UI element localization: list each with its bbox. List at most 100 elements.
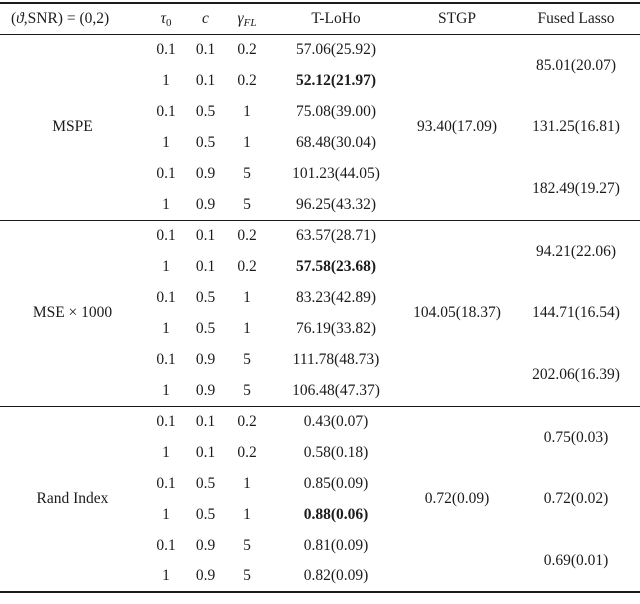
table-header: (ϑ,SNR) = (0,2) τ0 c γFL T-LoHo STGP Fus… [0,3,640,34]
table-row: 1 0.1 0.2 57.58(23.68) [0,251,640,282]
cell-tloho-best: 0.88(0.06) [303,505,369,523]
cell-tau0: 0.1 [156,102,176,120]
cell-c: 0.5 [195,505,216,523]
cell-gamma-fl: 1 [243,319,251,337]
cell-tloho: 57.06(25.92) [295,41,377,58]
cell-fused-lasso: 182.49(19.27) [532,180,620,197]
section-mse: MSE × 1000 0.1 0.1 0.2 63.57(28.71) 104.… [0,220,640,406]
cell-tau0: 0.1 [156,536,176,554]
cell-tau0: 0.1 [156,350,176,368]
header-c: c [187,3,224,34]
cell-tloho: 0.82(0.09) [303,567,369,585]
cell-fused-lasso: 94.21(22.06) [535,242,617,260]
table-row: 0.1 0.5 1 83.23(42.89) 144.71(16.54) [0,282,640,321]
cell-c: 0.9 [195,350,216,368]
cell-tloho: 106.48(47.37) [292,381,380,399]
cell-fused-lasso: 144.71(16.54) [532,304,620,322]
cell-tloho: 0.85(0.09) [303,474,369,492]
condition-open: ( [11,10,17,27]
section-rand-index: Rand Index 0.1 0.1 0.2 0.43(0.07) 0.72(0… [0,406,640,592]
table-row: 1 0.1 0.2 0.58(0.18) [0,437,640,468]
vartheta-symbol: ϑ [16,10,24,27]
cell-tau0: 1 [162,443,170,461]
cell-gamma-fl: 5 [243,195,251,213]
cell-gamma-fl: 0.2 [237,413,257,430]
cell-tau0: 0.1 [156,413,176,430]
table-row: 1 0.5 1 68.48(30.04) [0,127,640,158]
cell-gamma-fl: 5 [243,536,251,554]
table-row: 1 0.9 5 0.82(0.09) [0,561,640,592]
cell-gamma-fl: 0.2 [237,227,257,244]
cell-tloho: 0.81(0.09) [303,536,369,554]
cell-gamma-fl: 5 [243,350,251,368]
cell-tau0: 1 [162,257,170,275]
cell-c: 0.5 [195,133,216,151]
header-tloho: T-LoHo [311,10,361,27]
cell-tau0: 0.1 [156,474,176,492]
table-row: 0.1 0.9 5 111.78(48.73) 202.06(16.39) [0,344,640,383]
header-gamma-fl: γFL [224,3,270,34]
header-row: (ϑ,SNR) = (0,2) τ0 c γFL T-LoHo STGP Fus… [0,3,640,34]
gamma-subscript: FL [243,17,257,29]
cell-tloho: 83.23(42.89) [295,288,377,306]
header-fused-lasso: Fused Lasso [537,10,615,27]
table-row: 0.1 0.5 1 0.85(0.09) 0.72(0.02) [0,468,640,507]
cell-tau0: 1 [162,195,170,213]
cell-tloho: 63.57(28.71) [295,227,377,244]
section-label-rand-index: Rand Index [36,490,109,507]
cell-tau0: 1 [162,381,170,399]
table-row: 0.1 0.9 5 0.81(0.09) 0.69(0.01) [0,530,640,569]
cell-tloho: 76.19(33.82) [295,319,377,337]
cell-c: 0.1 [195,71,216,89]
cell-tloho: 68.48(30.04) [295,133,377,151]
cell-gamma-fl: 1 [243,133,251,151]
cell-tau0: 1 [162,319,170,337]
tau-symbol: τ [160,10,167,27]
section-mspe: MSPE 0.1 0.1 0.2 57.06(25.92) 93.40(17.0… [0,34,640,220]
cell-c: 0.1 [195,413,216,430]
cell-gamma-fl: 5 [243,567,251,585]
cell-gamma-fl: 1 [243,474,251,492]
section-label-mspe: MSPE [52,118,93,136]
cell-gamma-fl: 5 [243,381,251,399]
cell-fused-lasso: 131.25(16.81) [532,118,620,136]
header-condition: (ϑ,SNR) = (0,2) [0,3,145,34]
cell-gamma-fl: 0.2 [237,257,257,275]
cell-c: 0.5 [195,102,216,120]
cell-fused-lasso: 0.69(0.01) [543,551,609,569]
c-symbol: c [202,10,209,27]
cell-c: 0.9 [195,381,216,399]
cell-c: 0.5 [195,474,216,492]
cell-tau0: 0.1 [156,227,176,244]
cell-fused-lasso: 0.75(0.03) [543,428,609,446]
table-row: 0.1 0.9 5 101.23(44.05) 182.49(19.27) [0,158,640,197]
table-row: MSE × 1000 0.1 0.1 0.2 63.57(28.71) 104.… [0,220,640,321]
cell-stgp: 0.72(0.09) [424,490,490,507]
cell-c: 0.5 [195,319,216,337]
cell-gamma-fl: 1 [243,288,251,306]
table-row: 0.1 0.5 1 75.08(39.00) 131.25(16.81) [0,96,640,135]
cell-tau0: 0.1 [156,164,176,182]
cell-tloho: 96.25(43.32) [295,195,377,213]
gamma-symbol: γ [237,10,244,27]
cell-fused-lasso: 0.72(0.02) [543,490,609,508]
cell-tloho: 101.23(44.05) [292,164,380,182]
cell-tloho: 75.08(39.00) [295,102,377,120]
cell-gamma-fl: 0.2 [237,443,257,461]
cell-c: 0.5 [195,288,216,306]
cell-gamma-fl: 0.2 [237,41,257,58]
cell-gamma-fl: 5 [243,164,251,182]
table-row: 1 0.1 0.2 52.12(21.97) [0,65,640,96]
cell-stgp: 93.40(17.09) [416,118,498,136]
header-tau0: τ0 [145,3,187,34]
cell-gamma-fl: 1 [243,102,251,120]
cell-c: 0.1 [195,41,216,58]
cell-gamma-fl: 1 [243,505,251,523]
cell-tloho-best: 52.12(21.97) [295,71,377,89]
tau-subscript: 0 [166,17,172,29]
table-row: 1 0.9 5 106.48(47.37) [0,375,640,406]
cell-c: 0.9 [195,567,216,585]
cell-fused-lasso: 85.01(20.07) [535,56,617,74]
cell-fused-lasso: 202.06(16.39) [532,366,620,383]
cell-tloho-best: 57.58(23.68) [295,257,377,275]
